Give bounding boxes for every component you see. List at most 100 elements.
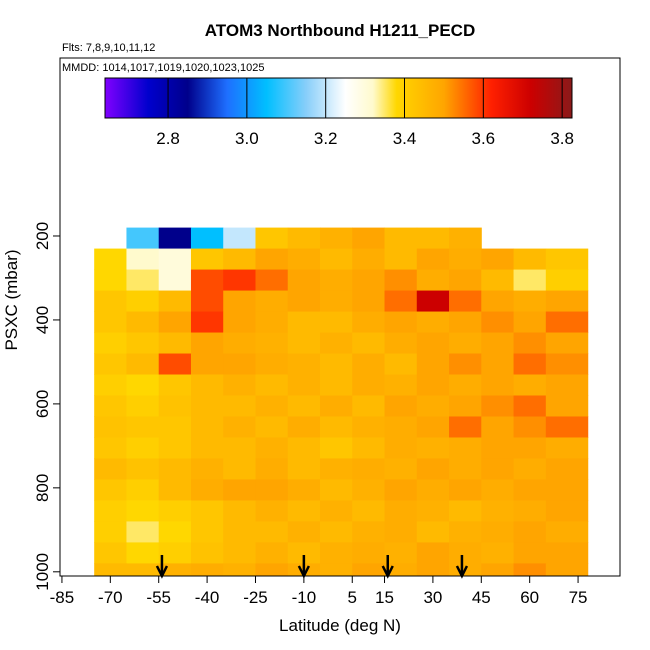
heat-cell xyxy=(255,227,289,250)
heat-cell xyxy=(320,500,353,522)
heat-cell xyxy=(352,374,386,396)
heat-cell xyxy=(545,458,589,480)
heat-cell xyxy=(223,290,256,313)
heat-cell xyxy=(255,248,289,271)
heat-cell xyxy=(287,395,321,417)
heat-cell xyxy=(94,269,127,292)
heat-cell xyxy=(352,227,386,250)
heat-cell xyxy=(158,500,192,522)
colorbar-tick-label: 3.0 xyxy=(235,129,259,148)
heat-cell xyxy=(223,563,256,577)
heat-cell xyxy=(158,395,192,417)
x-tick-label: -55 xyxy=(146,588,171,607)
heat-cell xyxy=(255,500,289,522)
heat-cell xyxy=(190,227,224,250)
heat-cell xyxy=(190,395,224,417)
heat-cell xyxy=(255,374,289,396)
heat-cell xyxy=(449,248,482,271)
heat-cell xyxy=(158,542,192,564)
heat-cell xyxy=(190,542,224,564)
heat-cell xyxy=(158,479,192,501)
heat-cell xyxy=(545,500,589,522)
colorbar-tick-label: 2.8 xyxy=(156,129,180,148)
heat-cell xyxy=(94,290,127,313)
heat-cell xyxy=(513,458,547,480)
heat-cell xyxy=(352,311,386,334)
heat-cell xyxy=(513,542,547,564)
y-tick-label: 400 xyxy=(33,306,52,334)
heat-cell xyxy=(416,521,450,543)
heat-cell xyxy=(190,521,224,543)
heat-cell xyxy=(449,290,482,313)
heat-cell xyxy=(320,437,353,459)
heat-cell xyxy=(223,395,256,417)
heat-cell xyxy=(190,290,224,313)
heat-cell xyxy=(513,248,547,271)
heat-cell xyxy=(481,395,515,417)
y-tick-label: 200 xyxy=(33,222,52,250)
chart-title: ATOM3 Northbound H1211_PECD xyxy=(205,21,475,40)
heat-cell xyxy=(545,332,589,355)
x-tick-label: 45 xyxy=(472,588,491,607)
x-tick-label: 75 xyxy=(569,588,588,607)
heat-cell xyxy=(94,542,127,564)
heat-cell xyxy=(94,416,127,438)
heat-cell xyxy=(384,458,418,480)
heat-cell xyxy=(255,479,289,501)
heat-cell xyxy=(126,353,160,376)
x-tick-label: -25 xyxy=(243,588,268,607)
heat-cell xyxy=(255,437,289,459)
heat-cell xyxy=(449,227,482,250)
heat-cell xyxy=(384,542,418,564)
heat-cell xyxy=(416,290,450,313)
heat-cell xyxy=(94,374,127,396)
heat-cell xyxy=(320,248,353,271)
heat-cell xyxy=(287,500,321,522)
heat-cell xyxy=(384,332,418,355)
heat-cell xyxy=(94,437,127,459)
heat-cell xyxy=(320,416,353,438)
heat-cell xyxy=(545,479,589,501)
heat-cell xyxy=(352,248,386,271)
heat-cell xyxy=(190,311,224,334)
heat-cell xyxy=(545,248,589,271)
heat-cell xyxy=(158,374,192,396)
x-tick-label: -10 xyxy=(292,588,317,607)
heat-cell xyxy=(255,458,289,480)
heat-cell xyxy=(287,269,321,292)
heat-cell xyxy=(416,563,450,577)
heat-cell xyxy=(320,269,353,292)
heat-cell xyxy=(287,416,321,438)
heat-cell xyxy=(416,437,450,459)
heat-cell xyxy=(384,437,418,459)
heat-cell xyxy=(223,269,256,292)
heat-cell xyxy=(352,290,386,313)
heat-cell xyxy=(287,437,321,459)
heat-cell xyxy=(513,269,547,292)
heat-cell xyxy=(223,332,256,355)
heat-cell xyxy=(513,500,547,522)
heat-cell xyxy=(481,353,515,376)
heat-cell xyxy=(94,395,127,417)
heat-cell xyxy=(545,395,589,417)
heat-cell xyxy=(384,500,418,522)
heat-cell xyxy=(449,500,482,522)
heat-cell xyxy=(190,479,224,501)
x-tick-label: 60 xyxy=(520,588,539,607)
heat-cell xyxy=(255,563,289,577)
heat-cell xyxy=(352,437,386,459)
heat-cell xyxy=(352,458,386,480)
heat-cell xyxy=(126,248,160,271)
heat-cell xyxy=(352,479,386,501)
heat-cell xyxy=(384,269,418,292)
heat-cell xyxy=(190,248,224,271)
heat-cell xyxy=(255,311,289,334)
heat-cell xyxy=(545,374,589,396)
heat-cell xyxy=(384,374,418,396)
heat-cell xyxy=(190,332,224,355)
heat-cell xyxy=(287,521,321,543)
heat-cell xyxy=(416,227,450,250)
heat-cell xyxy=(416,353,450,376)
heat-cell xyxy=(320,227,353,250)
heat-cell xyxy=(287,353,321,376)
